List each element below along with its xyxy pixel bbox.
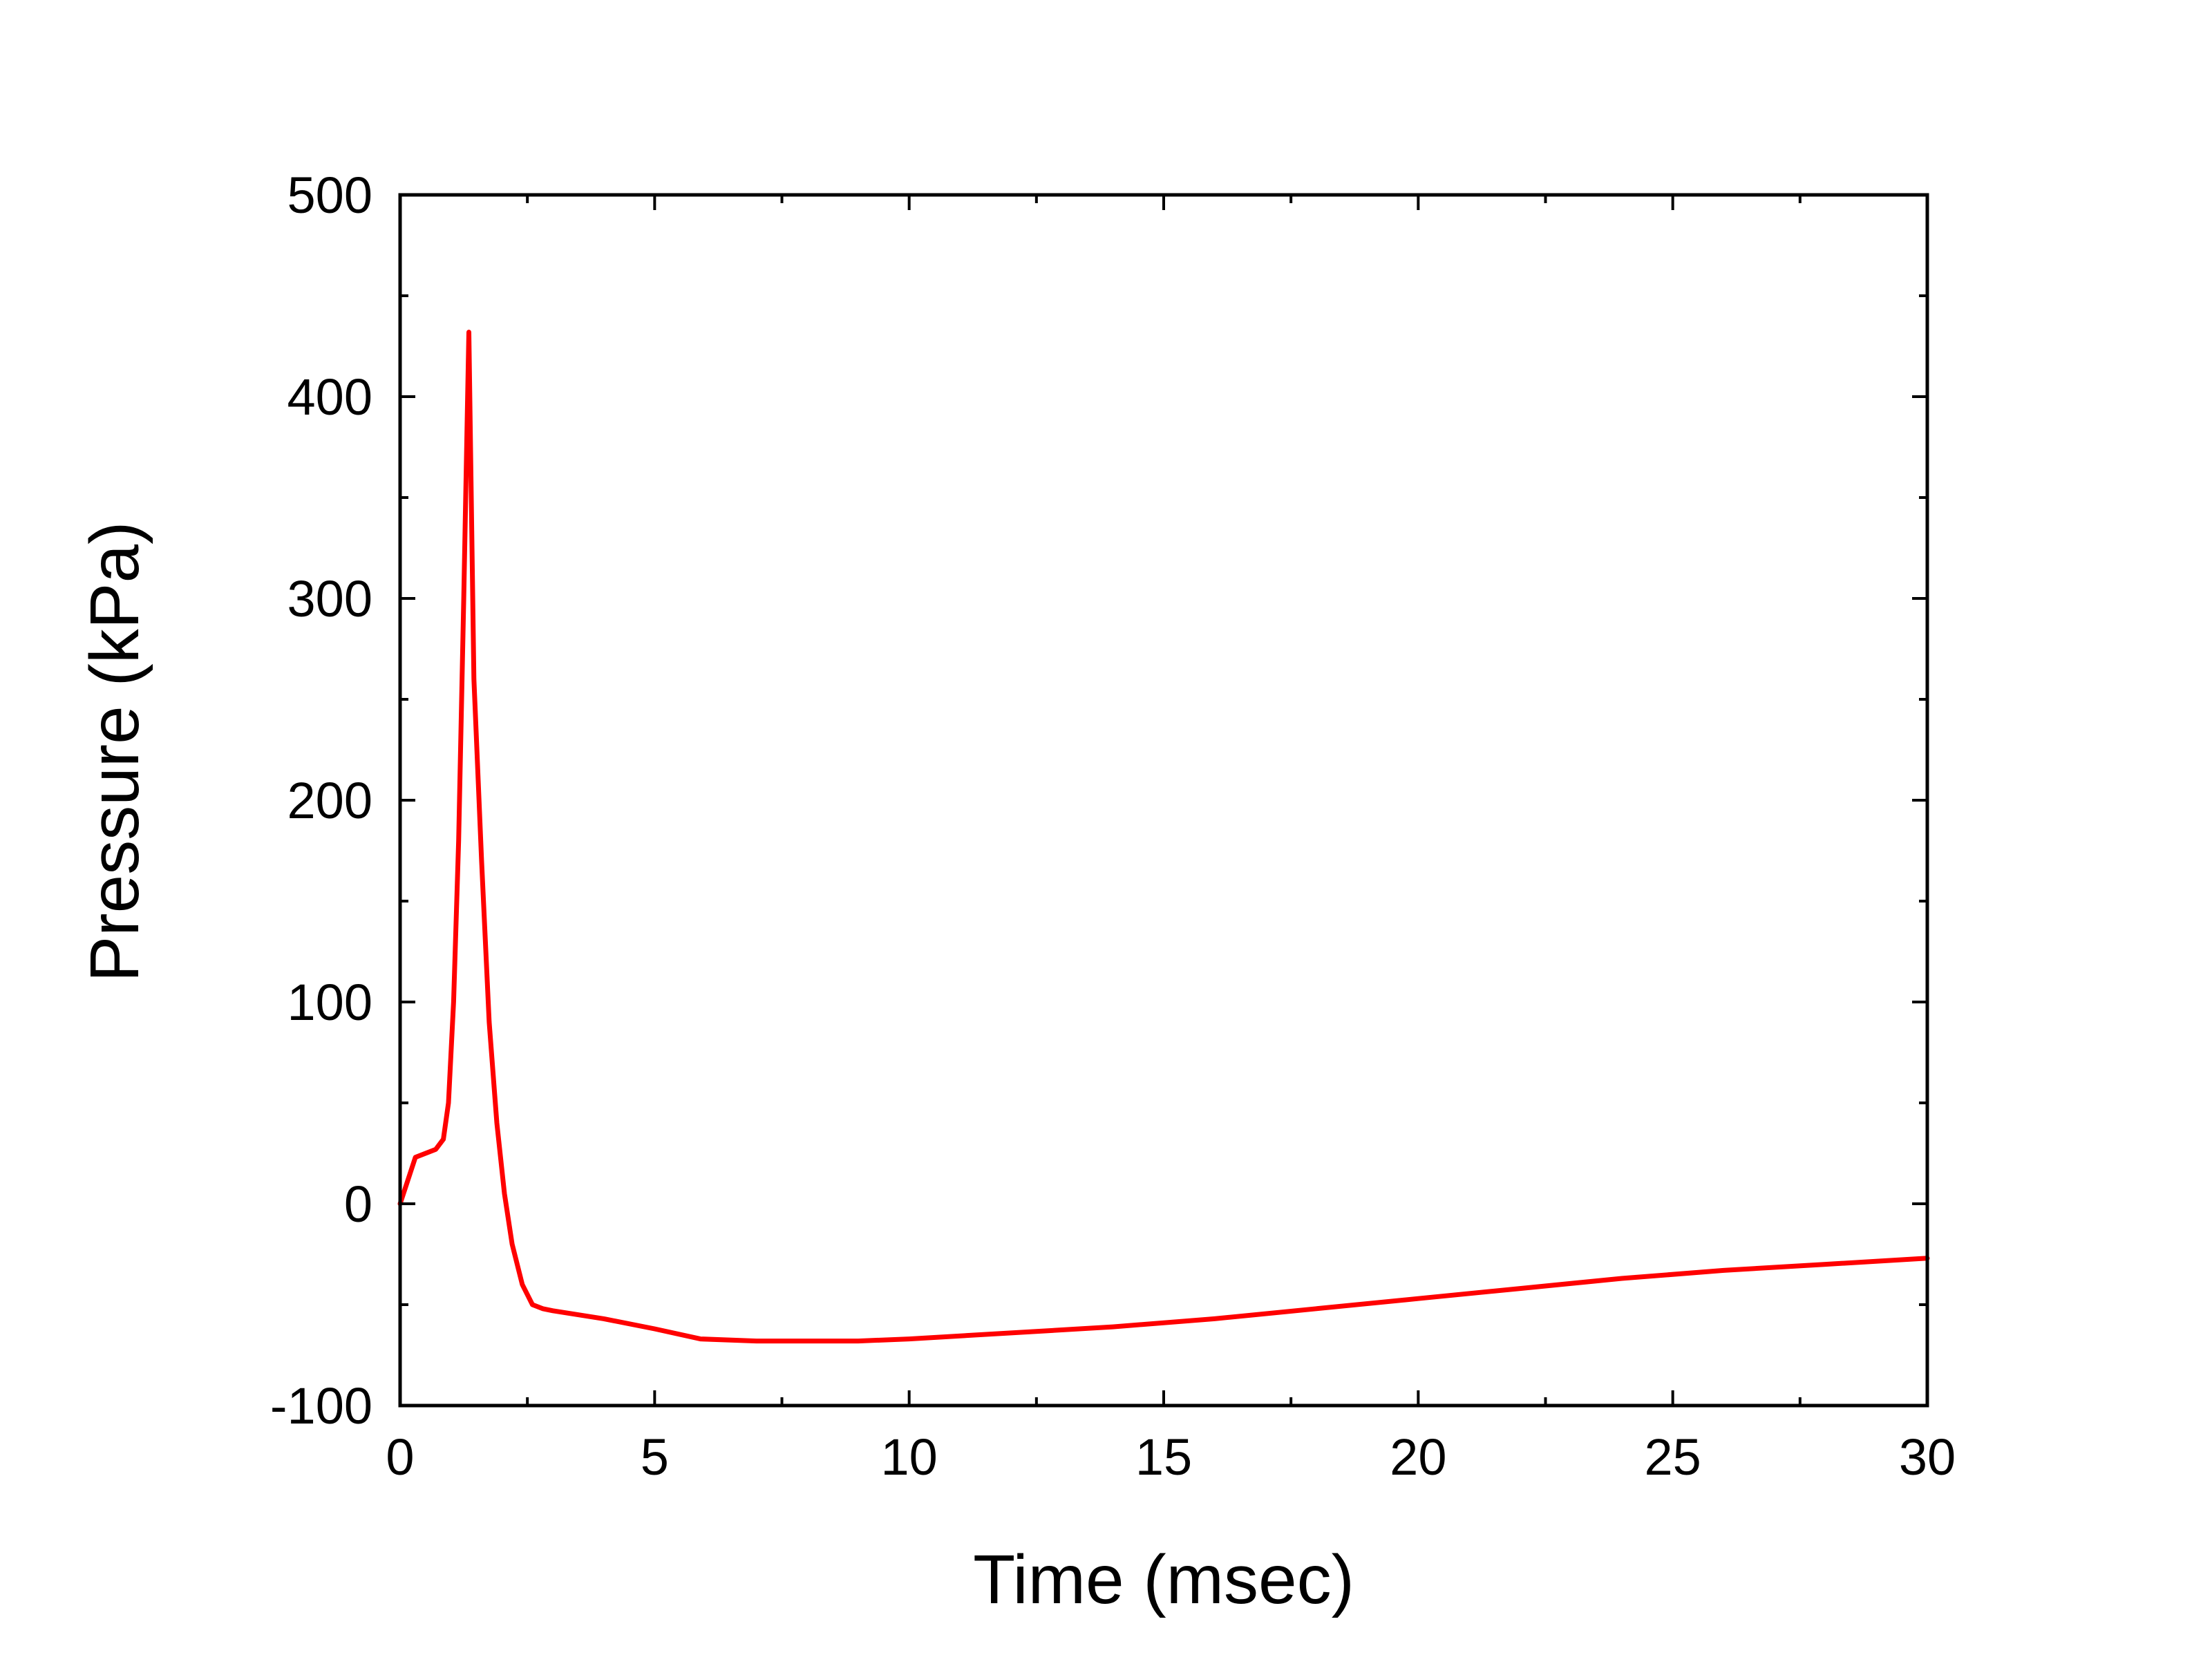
x-tick-label: 15 [1135,1428,1192,1486]
x-tick-label: 5 [641,1428,669,1486]
plot-area-frame [398,193,1929,1408]
x-axis-title: Time (msec) [973,1541,1354,1618]
y-tick-label: 100 [287,974,372,1031]
y-tick-label: -100 [270,1377,372,1435]
x-tick-label: 30 [1899,1428,1956,1486]
y-axis-title: Pressure (kPa) [76,522,153,983]
pressure-series-line [397,330,1930,1344]
x-tick-label: 10 [881,1428,938,1486]
x-tick-label: 20 [1390,1428,1446,1486]
y-tick-label: 200 [287,772,372,829]
y-tick-label: 400 [287,368,372,426]
y-tick-label: 500 [287,167,372,224]
series-layer [397,330,1930,1344]
y-tick-label: 300 [287,570,372,627]
x-tick-label: 0 [386,1428,414,1486]
y-tick-label: 0 [344,1175,372,1233]
x-tick-label: 25 [1645,1428,1701,1486]
